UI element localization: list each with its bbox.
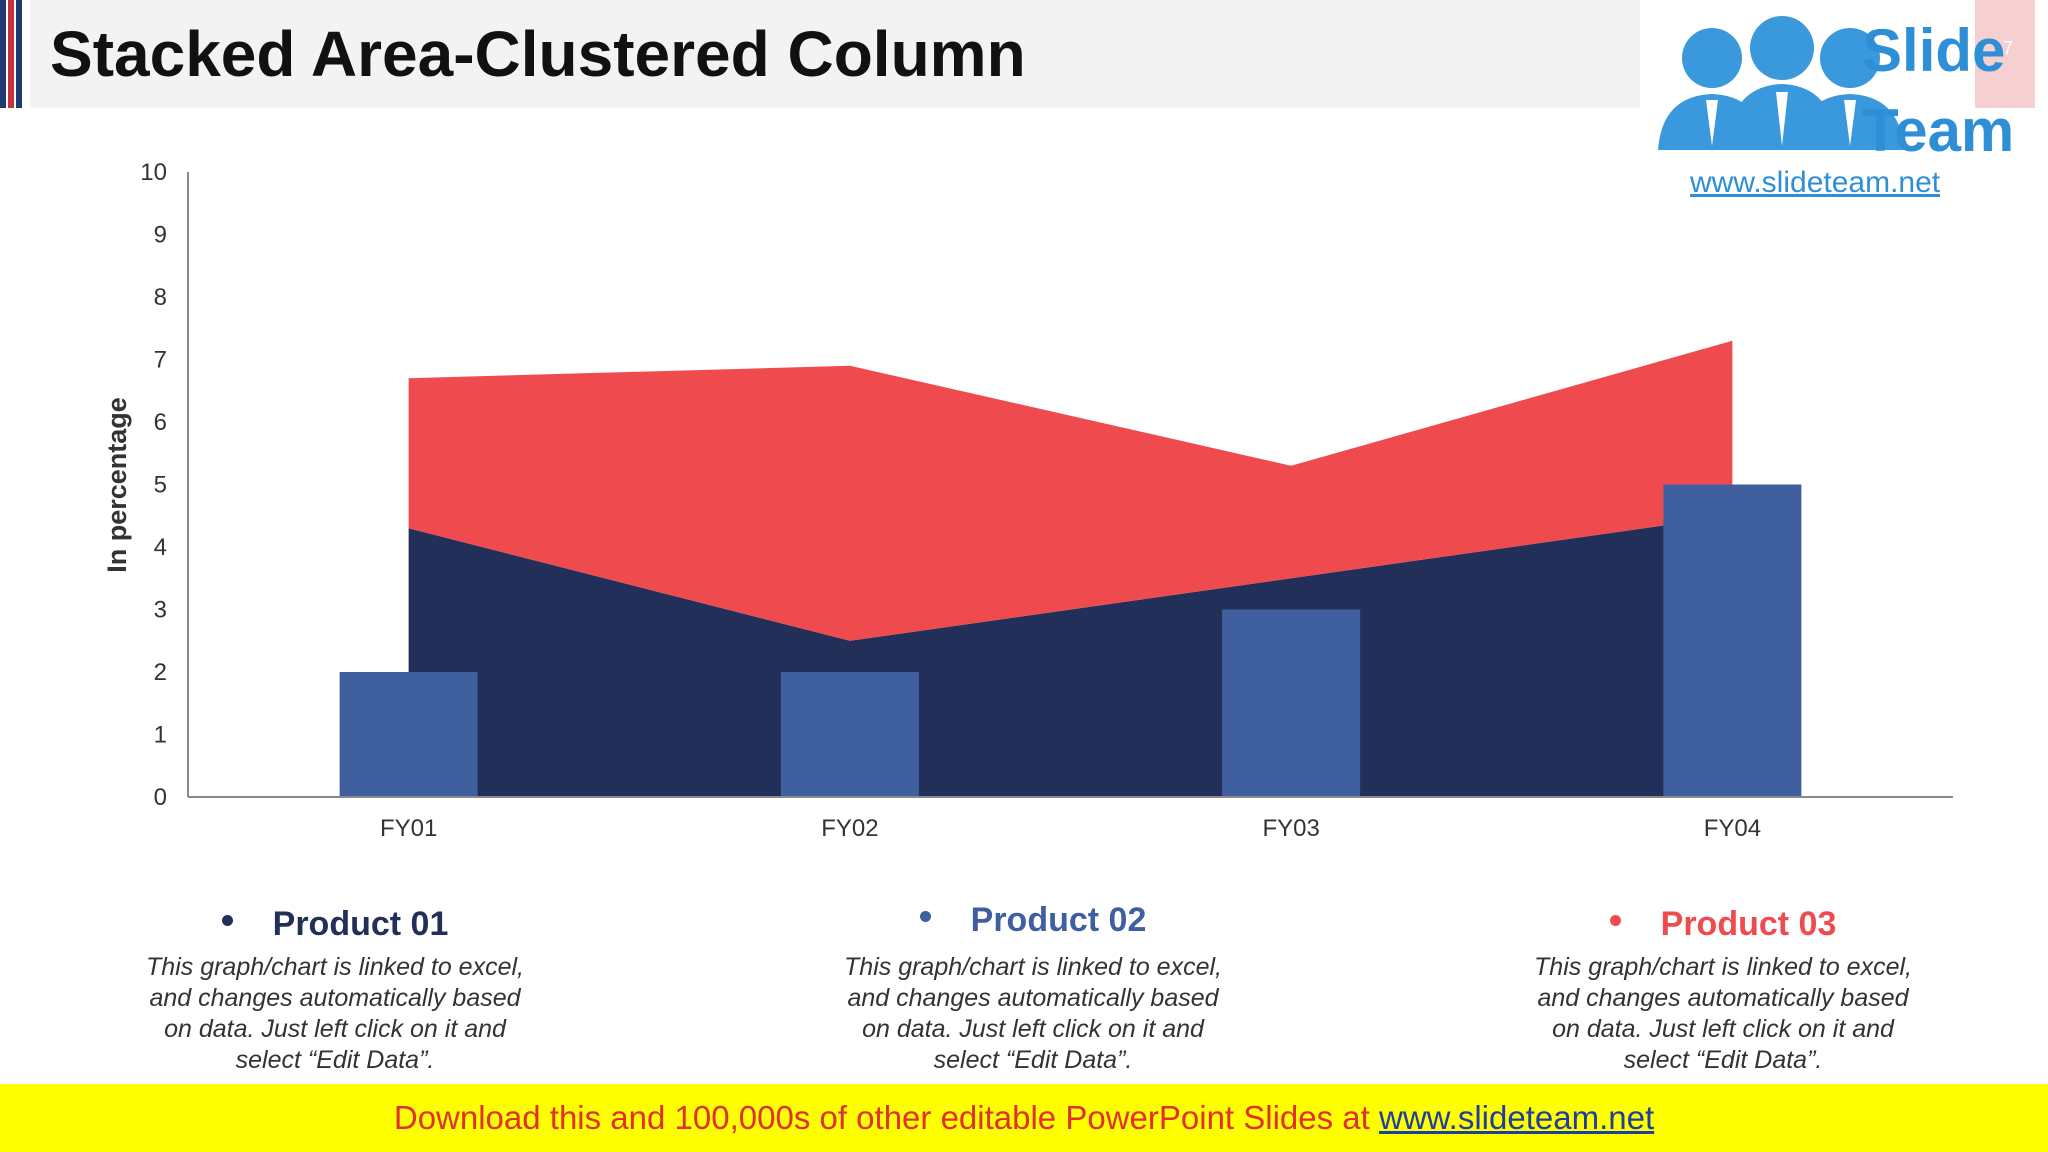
legend-desc-line: on data. Just left click on it and (164, 1015, 506, 1043)
logo-corner-accent (1975, 0, 2035, 108)
slideteam-logo (1640, 0, 2038, 196)
y-tick-label: 2 (154, 659, 167, 686)
legend-description: This graph/chart is linked to excel, and… (808, 952, 1258, 1076)
slide-title: Stacked Area-Clustered Column (50, 18, 1026, 90)
x-tick-label: FY04 (1704, 815, 1761, 842)
y-tick-label: 4 (154, 534, 167, 561)
column-product-02 (1663, 484, 1802, 797)
legend-label: Product 02 (970, 901, 1147, 939)
footer-banner (0, 1084, 2048, 1152)
legend-desc-line: and changes automatically based (847, 984, 1219, 1012)
legend-dot-icon (919, 910, 931, 922)
legend-description: This graph/chart is linked to excel, and… (1498, 952, 1948, 1076)
legend-dot-icon (221, 914, 233, 926)
legend-product-01: Product 01 This graph/chart is linked to… (110, 904, 560, 1076)
footer-link[interactable]: www.slideteam.net (1379, 1099, 1655, 1136)
logo-url-link[interactable]: www.slideteam.net (1690, 166, 1941, 199)
legend-product-03: Product 03 This graph/chart is linked to… (1498, 904, 1948, 1076)
legend-desc-line: on data. Just left click on it and (1552, 1015, 1894, 1043)
y-tick-label: 1 (154, 722, 167, 749)
footer-message: Download this and 100,000s of other edit… (393, 1099, 1379, 1136)
legend-title: Product 02 (808, 900, 1258, 940)
title-accent-stripes (0, 0, 26, 108)
legend-dot-icon (1609, 914, 1621, 926)
legend-desc-line: on data. Just left click on it and (862, 1015, 1204, 1043)
legend-description: This graph/chart is linked to excel, and… (110, 952, 560, 1076)
y-tick-label: 10 (140, 159, 167, 186)
column-product-02 (780, 672, 919, 797)
legend-label: Product 03 (1660, 905, 1837, 943)
legend-label: Product 01 (272, 905, 449, 943)
page-number: 7 (2003, 38, 2014, 58)
legend-desc-line: This graph/chart is linked to excel, (844, 953, 1222, 981)
legend-desc-line: select “Edit Data”. (235, 1046, 435, 1074)
area-product-01 (408, 515, 1733, 797)
legend-desc-line: and changes automatically based (1537, 984, 1909, 1012)
x-tick-label: FY03 (1262, 815, 1319, 842)
footer-text: Download this and 100,000s of other edit… (0, 1084, 2048, 1152)
legend-desc-line: select “Edit Data”. (933, 1046, 1133, 1074)
legend-title: Product 01 (110, 904, 560, 944)
y-tick-label: 5 (154, 472, 167, 499)
axes-layer: 0 1 2 3 4 5 6 7 8 9 10 FY01 FY02 FY03 FY04 In percentag… (102, 159, 1953, 842)
column-layer (339, 484, 1802, 797)
y-tick-label: 7 (154, 347, 167, 374)
area-layer (408, 340, 1733, 797)
logo-text-team: Team (1862, 97, 2015, 164)
y-tick-label: 3 (154, 597, 167, 624)
y-tick-label: 0 (154, 784, 167, 811)
column-product-02 (339, 672, 478, 797)
legend-product-02: Product 02 This graph/chart is linked to… (808, 900, 1258, 1076)
column-product-02 (1222, 609, 1361, 797)
y-tick-label: 8 (154, 284, 167, 311)
logo-text-slide: Slide (1862, 17, 2006, 84)
legend-desc-line: and changes automatically based (149, 984, 521, 1012)
legend-desc-line: This graph/chart is linked to excel, (1534, 953, 1912, 981)
y-axis-title: In percentage (102, 397, 132, 573)
stacked-area-column-chart: 0 1 2 3 4 5 6 7 8 9 10 FY01 FY02 FY03 FY04 In percentag… (102, 159, 1953, 842)
legend-desc-line: select “Edit Data”. (1623, 1046, 1823, 1074)
title-bar (30, 0, 1640, 108)
legend-desc-line: This graph/chart is linked to excel, (146, 953, 524, 981)
x-tick-label: FY01 (380, 815, 437, 842)
y-tick-label: 6 (154, 409, 167, 436)
x-tick-label: FY02 (821, 815, 878, 842)
area-product-03 (408, 340, 1733, 641)
people-icon (1658, 16, 1904, 150)
y-tick-label: 9 (154, 222, 167, 249)
legend-title: Product 03 (1498, 904, 1948, 944)
